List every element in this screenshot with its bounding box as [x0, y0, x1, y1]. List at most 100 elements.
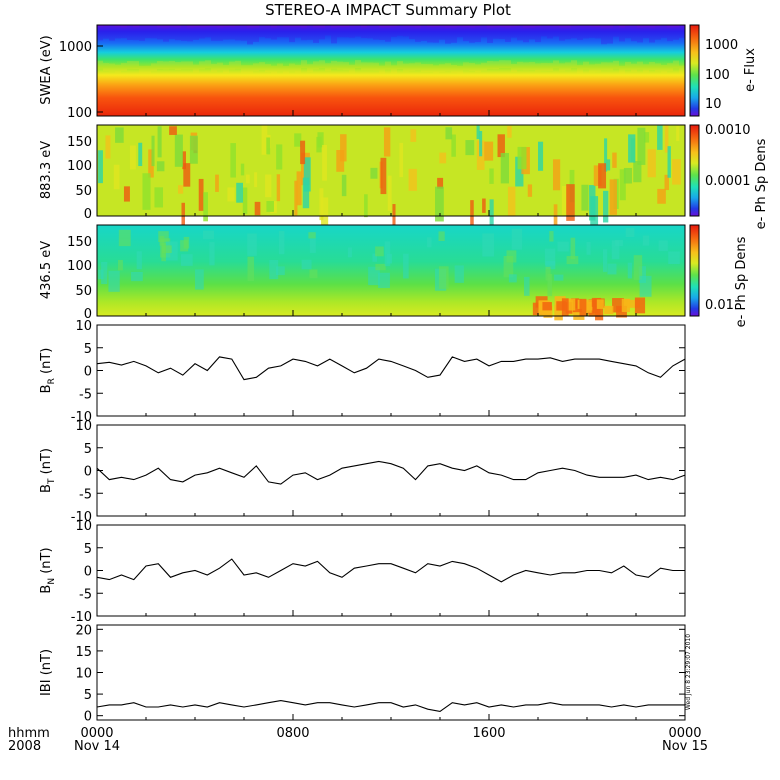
pad-436-cell: [269, 259, 279, 280]
swea-cell: [199, 27, 205, 39]
pad-883-cell: [254, 172, 258, 188]
panel-5-ytick-label: 0: [84, 565, 92, 580]
pad-436-cell: [180, 254, 193, 266]
swea-cell: [523, 62, 529, 71]
pad-436-cell: [524, 276, 530, 296]
swea-cell: [445, 63, 451, 72]
panel-5-ytick-label: -10: [71, 610, 92, 625]
swea-cell: [487, 60, 493, 69]
swea-cell: [661, 64, 667, 73]
pad-883-cell: [364, 194, 368, 218]
swea-cell: [391, 65, 397, 74]
swea-cell: [649, 62, 655, 71]
swea-cell: [655, 26, 661, 40]
pad-436-cell: [375, 246, 384, 257]
pad-436-cell: [117, 259, 123, 271]
pad-436-cell: [506, 250, 517, 263]
swea-cell: [499, 27, 505, 40]
panel-6-ylabel: IBI (nT): [39, 649, 54, 696]
swea-cell: [559, 27, 565, 41]
swea-cell: [355, 25, 361, 37]
pad-883-ylabel: 883.3 eV: [39, 141, 54, 199]
swea-cell: [223, 65, 229, 74]
pad-436-cell: [549, 231, 554, 242]
swea-cell: [643, 64, 649, 73]
swea-cell: [541, 62, 547, 71]
pad-436-cell: [545, 266, 551, 281]
swea-cell: [547, 26, 553, 39]
swea-cell: [163, 61, 169, 70]
pad-436-cell: [482, 233, 495, 257]
pad-883-texture: [98, 125, 681, 236]
swea-cell: [325, 25, 331, 36]
pad-436-cell: [247, 256, 255, 282]
swea-cell: [667, 63, 673, 72]
swea-cell: [247, 28, 253, 45]
swea-cell: [499, 60, 505, 69]
pad-436-cell: [403, 253, 409, 279]
pad-883-cell: [189, 135, 198, 164]
swea-cell: [487, 28, 493, 43]
swea-cell: [103, 63, 109, 72]
swea-cell: [493, 61, 499, 70]
pad-436-cell: [621, 298, 631, 313]
pad-883-cell: [203, 192, 208, 222]
pad-883-cell: [178, 185, 184, 194]
swea-cell: [439, 64, 445, 73]
pad-883-cell: [489, 199, 494, 230]
swea-cell: [283, 65, 289, 74]
pad-436-cell: [561, 298, 569, 316]
pad-436-cell: [454, 265, 464, 283]
swea-cell: [325, 63, 331, 72]
swea-cell: [193, 64, 199, 73]
pad-436-cell: [131, 271, 143, 282]
swea-cell: [619, 27, 625, 42]
swea-cell: [259, 62, 265, 71]
panel-3-ytick-label: 10: [75, 319, 92, 334]
swea-cell: [625, 26, 631, 39]
pad-883-cbar-tick-1: 0.0001: [705, 174, 751, 189]
swea-cell: [109, 63, 115, 72]
pad-436-cell: [633, 255, 643, 280]
swea-cell: [409, 63, 415, 72]
panel-4-ytick-label: 0: [84, 465, 92, 480]
swea-cell: [433, 26, 439, 43]
swea-cell: [223, 26, 229, 40]
pad-883-cell: [593, 165, 602, 186]
swea-cell: [319, 28, 325, 40]
swea-cell: [475, 26, 481, 43]
pad-883-cell: [437, 177, 444, 189]
pad-883-cell: [664, 174, 669, 191]
swea-ytick-1000: 1000: [59, 40, 92, 55]
pad-883-cell: [538, 141, 544, 171]
pad-883-cell: [439, 152, 447, 164]
swea-cell: [271, 65, 277, 74]
pad-883-cell: [242, 187, 248, 214]
pad-883-cell: [340, 134, 347, 162]
swea-cell: [97, 60, 103, 69]
pad-883-cell: [399, 142, 404, 178]
swea-cell: [517, 25, 523, 41]
pad-436-cell: [554, 305, 563, 321]
pad-436-cell: [511, 228, 523, 250]
pad-883-cell: [370, 167, 378, 179]
pad-883-cell: [479, 130, 483, 157]
pad-883-cell: [266, 201, 274, 212]
pad-436-cell: [668, 251, 680, 265]
swea-cell: [637, 61, 643, 70]
swea-cell: [445, 28, 451, 44]
pad-436-cbar-label: e- Ph Sp Dens: [734, 236, 749, 327]
pad-883-cell: [321, 197, 329, 232]
pad-883-cell: [465, 140, 475, 156]
panel-3-ytick-label: -5: [79, 387, 92, 402]
pad-883-cell: [676, 126, 680, 141]
pad-436-cell: [639, 275, 652, 297]
pad-436-cell: [183, 236, 190, 249]
swea-cell: [535, 26, 541, 43]
pad-436-cell: [579, 298, 587, 316]
swea-cell: [421, 25, 427, 41]
pad-883-cell: [148, 149, 154, 178]
pad-883-cell: [302, 177, 310, 209]
swea-cell: [565, 28, 571, 40]
